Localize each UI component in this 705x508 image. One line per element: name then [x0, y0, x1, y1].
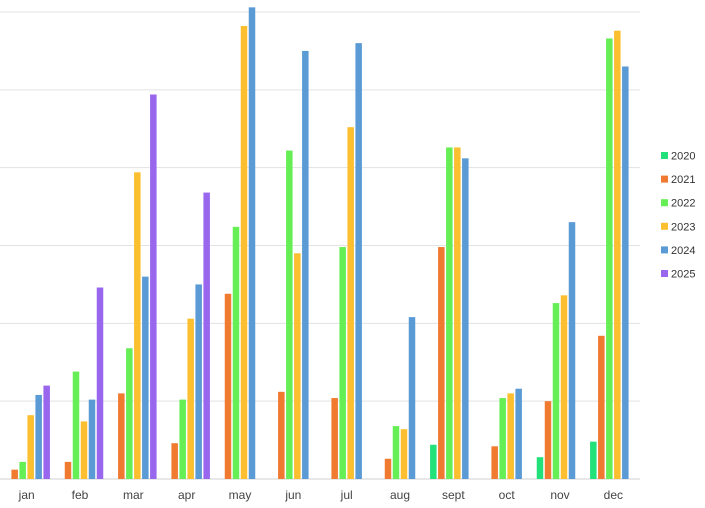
bar-feb-2021	[64, 461, 72, 479]
legend-label: 2024	[671, 245, 695, 257]
bar-may-2024	[248, 7, 256, 480]
legend-item-2022[interactable]: 2022	[661, 198, 695, 210]
bar-dec-2021	[598, 335, 605, 479]
x-axis: jan feb mar apr may jun jul aug sept oct nov dec	[18, 488, 623, 502]
bar-jan-2021	[11, 469, 18, 479]
legend-swatch	[661, 199, 668, 207]
x-tick-label: sept	[442, 488, 465, 502]
bar-nov-2022	[552, 303, 560, 479]
bar-jul-2022	[339, 247, 346, 479]
x-tick-label: oct	[499, 488, 516, 502]
bar-jun-2023	[294, 253, 301, 479]
bar-apr-2025	[203, 192, 210, 479]
legend-swatch	[661, 175, 668, 183]
bar-oct-2023	[507, 393, 514, 479]
legend-swatch	[661, 222, 668, 230]
bar-nov-2021	[544, 401, 552, 479]
x-tick-label: feb	[72, 488, 89, 502]
legend-label: 2022	[671, 198, 695, 210]
legend-label: 2025	[671, 269, 695, 281]
bar-jun-2021	[278, 391, 285, 479]
bar-sept-2023	[454, 147, 461, 479]
bar-nov-2020	[536, 457, 544, 479]
bar-feb-2025	[96, 287, 104, 479]
bar-aug-2022	[392, 426, 400, 479]
legend-item-2020[interactable]: 2020	[661, 151, 695, 163]
bar-sept-2020	[430, 444, 437, 479]
gridlines	[0, 11, 640, 480]
bar-apr-2023	[187, 318, 194, 479]
bar-aug-2021	[384, 458, 392, 479]
bar-oct-2024	[515, 388, 522, 479]
bar-aug-2023	[400, 429, 408, 479]
bar-jan-2024	[35, 394, 42, 479]
bar-apr-2021	[171, 443, 178, 479]
bar-nov-2024	[568, 222, 576, 479]
legend-swatch	[661, 270, 668, 277]
legend-item-2021[interactable]: 2021	[661, 174, 695, 186]
bar-feb-2022	[72, 371, 80, 479]
legend-label: 2023	[671, 221, 695, 233]
bar-mar-2024	[142, 276, 149, 479]
bar-apr-2022	[179, 399, 186, 479]
bar-mar-2025	[150, 94, 157, 480]
bar-aug-2024	[408, 317, 416, 479]
x-tick-label: jan	[18, 488, 35, 502]
bar-may-2023	[240, 26, 248, 479]
bar-feb-2023	[80, 421, 88, 479]
bar-dec-2022	[606, 38, 613, 480]
bar-sept-2024	[462, 158, 469, 479]
bar-jan-2023	[27, 415, 34, 479]
bar-mar-2023	[134, 172, 141, 479]
x-tick-label: mar	[123, 488, 144, 502]
x-tick-label: jun	[284, 488, 301, 502]
bar-mar-2022	[126, 348, 133, 479]
bar-may-2021	[224, 293, 232, 479]
bar-sept-2022	[446, 147, 453, 479]
bar-oct-2022	[499, 398, 506, 479]
x-tick-label: may	[229, 488, 252, 502]
legend-item-2025[interactable]: 2025	[661, 269, 695, 281]
x-tick-label: dec	[604, 488, 623, 502]
bars	[11, 7, 629, 480]
bar-jun-2022	[286, 150, 293, 479]
x-tick-label: aug	[390, 488, 410, 502]
bar-dec-2023	[614, 30, 621, 480]
bar-jan-2022	[19, 461, 26, 479]
legend-item-2024[interactable]: 2024	[661, 245, 695, 257]
x-tick-label: jul	[340, 488, 353, 502]
bar-jul-2021	[331, 398, 338, 479]
legend-swatch	[661, 152, 668, 159]
bar-oct-2021	[491, 446, 498, 479]
bar-jun-2024	[302, 50, 309, 480]
bar-sept-2021	[438, 247, 445, 479]
legend-item-2023[interactable]: 2023	[661, 221, 695, 233]
bar-nov-2023	[560, 295, 568, 479]
bar-apr-2024	[195, 284, 202, 479]
legend: 2020 2021 2022 2023 2024 2025	[661, 151, 695, 281]
bar-jan-2025	[43, 385, 50, 479]
bar-mar-2021	[118, 393, 125, 479]
legend-label: 2021	[671, 174, 695, 186]
bar-feb-2024	[88, 399, 96, 479]
bar-may-2022	[232, 226, 240, 479]
x-tick-label: nov	[550, 488, 569, 502]
x-tick-label: apr	[178, 488, 195, 502]
bar-jul-2024	[355, 43, 362, 480]
bar-dec-2020	[590, 441, 597, 479]
bar-jul-2023	[347, 127, 354, 480]
legend-label: 2020	[671, 151, 695, 163]
legend-swatch	[661, 246, 668, 254]
bar-dec-2024	[622, 66, 629, 479]
